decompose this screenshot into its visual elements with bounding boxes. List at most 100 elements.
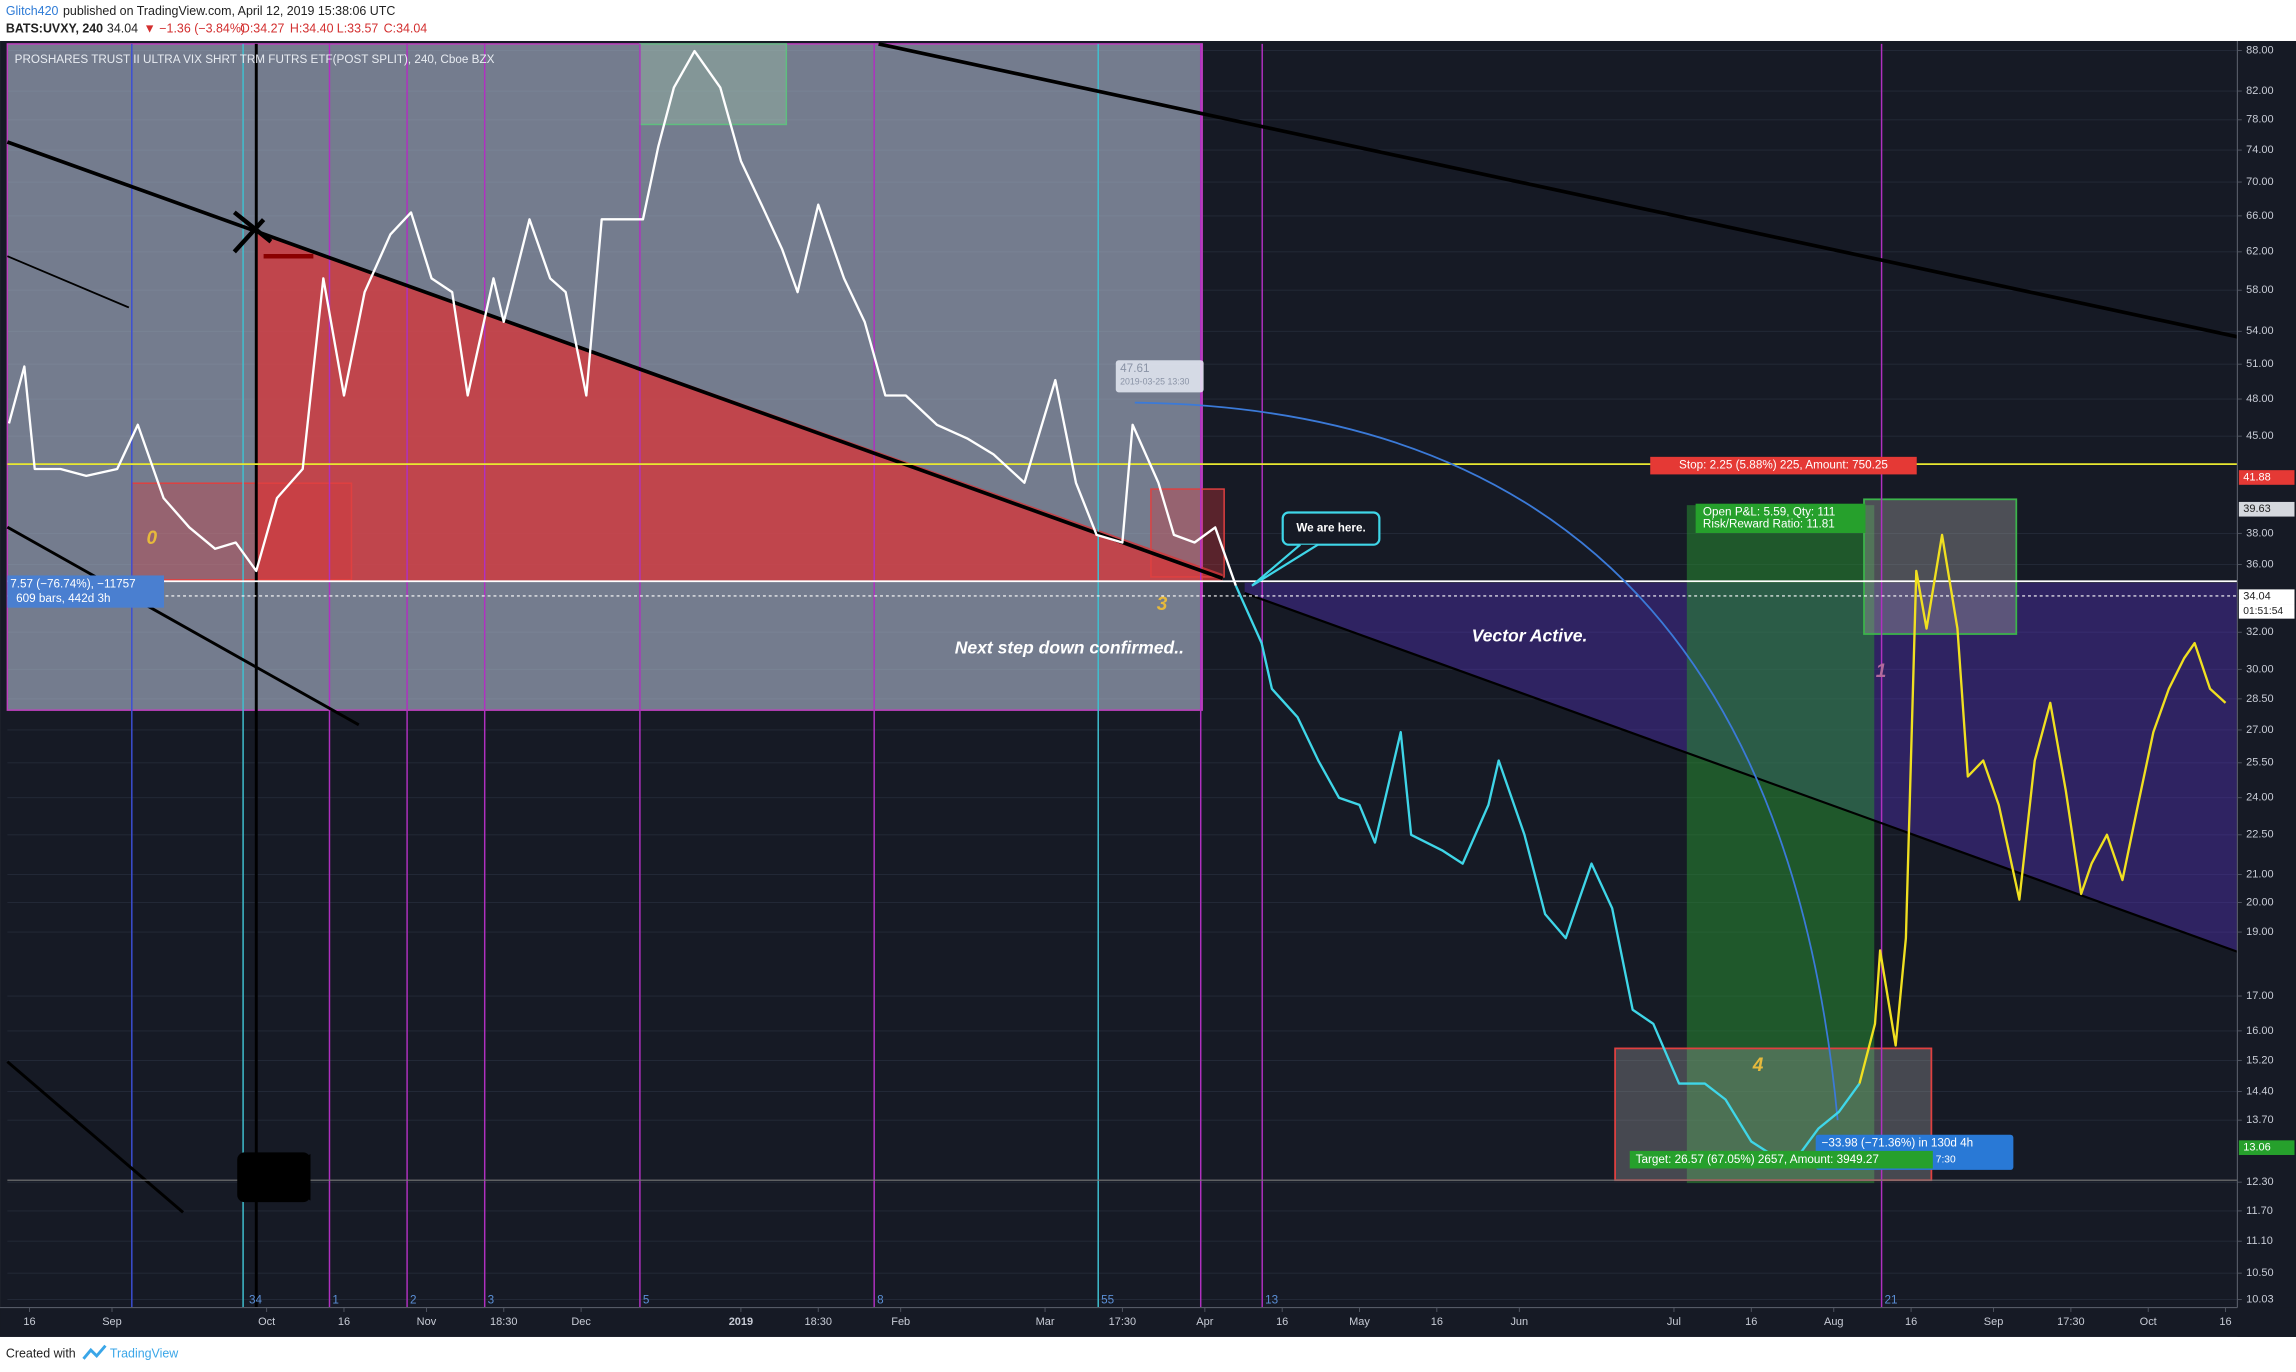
trend-line — [6, 140, 1224, 581]
x-tick-label: Jun — [1510, 1316, 1528, 1328]
price-badge-label: 41.88 — [2243, 471, 2270, 483]
stop-label-bg — [1650, 456, 1917, 475]
cycle-label: 34 — [249, 1293, 263, 1306]
symbol: BATS:UVXY, 240 — [6, 22, 103, 36]
y-tick-label: 24.00 — [2246, 792, 2273, 804]
y-tick-label: 66.00 — [2246, 210, 2273, 222]
measure-bars: 609 bars, 442d 3h — [16, 592, 110, 605]
footer-brand[interactable]: TradingView — [110, 1347, 179, 1361]
y-tick-label: 45.00 — [2246, 430, 2273, 442]
last-price: 34.04 — [107, 22, 138, 36]
price-badge-label: 39.63 — [2243, 503, 2270, 515]
cycle-label: 2 — [410, 1293, 417, 1306]
y-tick-label: 11.10 — [2246, 1235, 2273, 1247]
video-icon — [278, 1153, 311, 1201]
price-line — [1858, 533, 2227, 1084]
y-tick-label: 51.00 — [2246, 358, 2273, 370]
wave-label: 3 — [1157, 594, 1168, 615]
top-box — [639, 43, 788, 126]
x-tick-label: 16 — [2219, 1316, 2231, 1328]
y-tick-label: 74.00 — [2246, 144, 2273, 156]
price-badge-label: 34.04 — [2243, 591, 2270, 603]
cross-mark — [232, 218, 266, 254]
y-tick-label: 10.50 — [2246, 1267, 2273, 1279]
video-icon — [237, 1152, 311, 1203]
y-tick-label: 15.20 — [2246, 1054, 2273, 1066]
y-tick-label: 82.00 — [2246, 85, 2273, 97]
plot — [7, 49, 2227, 1165]
y-tick-label: 36.00 — [2246, 558, 2273, 570]
cycle-label: 1 — [332, 1293, 339, 1306]
y-tick-label: 30.00 — [2246, 663, 2273, 675]
x-tick-label: Oct — [2140, 1316, 2157, 1328]
y-tick-label: 13.70 — [2246, 1114, 2273, 1126]
y-tick-label: 48.00 — [2246, 393, 2273, 405]
high: H:34.40 — [290, 22, 334, 36]
y-tick-label: 58.00 — [2246, 284, 2273, 296]
x-tick-label: Mar — [1036, 1316, 1055, 1328]
price-badge-label: 13.06 — [2243, 1142, 2270, 1154]
target-zone — [1686, 505, 1875, 1184]
open: O:34.27 — [240, 22, 284, 36]
y-tick-label: 22.50 — [2246, 829, 2273, 841]
cycle-label: 13 — [1265, 1293, 1278, 1306]
trend-line — [878, 42, 2238, 339]
x-tick-label: Jul — [1667, 1316, 1681, 1328]
trend-line — [1244, 591, 2238, 953]
cycle-label: 5 — [643, 1293, 650, 1306]
y-tick-label: 27.00 — [2246, 724, 2273, 736]
y-tick-label: 17.00 — [2246, 990, 2273, 1002]
target-label-bg — [1629, 1150, 1933, 1169]
x-tick-label: 16 — [1431, 1316, 1443, 1328]
trend-lines — [6, 42, 2238, 1214]
price-axis — [2237, 40, 2296, 1337]
footer-created: Created with — [6, 1347, 76, 1361]
price-tag-time: 2019-03-25 13:30 — [1120, 376, 1189, 386]
x-tick-label: Dec — [571, 1316, 591, 1328]
range-time: 7:30 — [1936, 1154, 1956, 1165]
x-tick-label: Oct — [258, 1316, 275, 1328]
projection-arc — [1134, 401, 1839, 1121]
stop-label: Stop: 2.25 (5.88%) 225, Amount: 750.25 — [1679, 459, 1888, 472]
box-1 — [1863, 498, 2018, 635]
y-tick-label: 32.00 — [2246, 626, 2273, 638]
x-tick-label: 2019 — [729, 1316, 753, 1328]
price-badge — [2238, 470, 2295, 485]
note: Next step down confirmed.. — [955, 637, 1184, 657]
published: published on TradingView.com, April 12, … — [63, 4, 395, 18]
y-tick-label: 25.50 — [2246, 757, 2273, 769]
cycle-label: 21 — [1885, 1293, 1898, 1306]
x-tick-label: 18:30 — [490, 1316, 517, 1328]
price-badge — [2238, 589, 2295, 605]
y-tick-label: 11.70 — [2246, 1205, 2273, 1217]
price-badge — [2238, 1140, 2295, 1155]
x-tick-label: Sep — [102, 1316, 122, 1328]
trend-line — [7, 255, 130, 309]
wave-label: 1 — [1876, 661, 1887, 682]
close: C:34.04 — [384, 22, 428, 36]
price-tag — [1115, 360, 1204, 393]
x-tick-label: 17:30 — [1109, 1316, 1136, 1328]
y-tick-label: 10.03 — [2246, 1293, 2273, 1305]
pnl-label-bg — [1695, 503, 1866, 533]
y-tick-label: 38.00 — [2246, 527, 2273, 539]
low: L:33.57 — [337, 22, 379, 36]
callout-text: We are here. — [1296, 522, 1365, 535]
x-tick-label: 16 — [1276, 1316, 1288, 1328]
measure-label-bg — [7, 575, 165, 608]
trend-line — [6, 1060, 185, 1214]
x-tick-label: Nov — [417, 1316, 437, 1328]
measure-label: 7.57 (−76.74%), −11757 — [10, 577, 135, 590]
trend-line — [6, 525, 360, 727]
y-tick-label: 62.00 — [2246, 246, 2273, 258]
author: Glitch420 — [6, 4, 59, 18]
x-tick-label: 16 — [338, 1316, 350, 1328]
countdown-bg — [2238, 604, 2295, 619]
change: ▼ −1.36 (−3.84%) — [144, 22, 246, 36]
cycle-label: 8 — [877, 1293, 884, 1306]
pnl-label: Open P&L: 5.59, Qty: 111 — [1703, 506, 1835, 519]
brand-logo — [82, 1344, 107, 1360]
x-tick-label: 16 — [1905, 1316, 1917, 1328]
